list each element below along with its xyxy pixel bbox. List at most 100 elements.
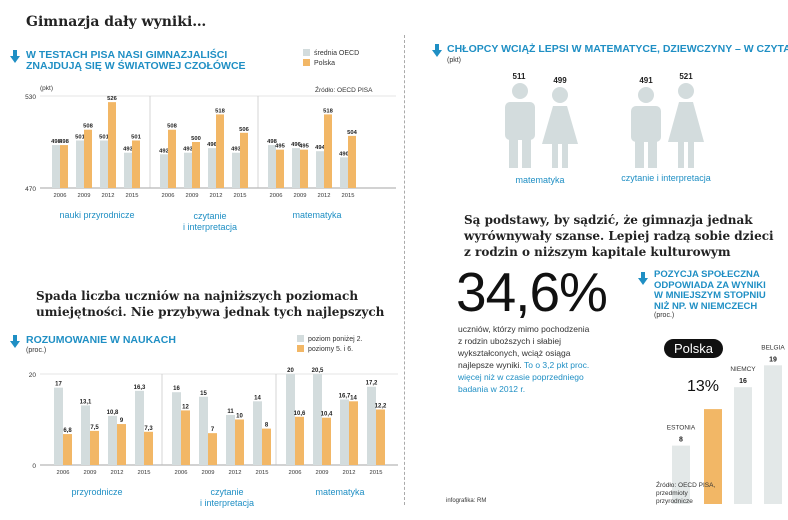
girl-figure-icon — [542, 87, 578, 168]
bar-below-level-2 — [108, 415, 117, 465]
data-label: 12 — [182, 404, 189, 410]
equal-text-line1: uczniów, którzy mimo pochodzenia — [458, 324, 590, 334]
x-tick-label: 2009 — [78, 193, 91, 199]
data-label: 10 — [236, 414, 243, 420]
data-label: 14 — [350, 395, 357, 401]
data-label: 494 — [315, 145, 325, 151]
pisa-chart: 5304704984982006501508200950152620124935… — [25, 94, 396, 199]
category-label: NIEMCY — [730, 366, 756, 373]
bar-level-5-6 — [322, 417, 331, 465]
bar-poland — [168, 129, 176, 188]
legend-swatch-oecd — [303, 49, 310, 56]
data-label: 492 — [159, 148, 169, 154]
read-boy-value: 491 — [639, 76, 653, 85]
equal-headline-line2: wyrównywały szanse. Lepiej radzą sobie d… — [464, 229, 774, 243]
bar-oecd — [100, 140, 108, 188]
bar-oecd — [160, 154, 168, 188]
science-group-label-reading-2: i interpretacja — [199, 498, 255, 508]
y-tick-label: 470 — [25, 186, 36, 193]
data-label: 7 — [211, 427, 215, 433]
legend-swatch-below — [297, 335, 304, 342]
social-source-line1: Źródło: OECD PISA, — [656, 482, 716, 489]
data-label: 495 — [299, 144, 309, 150]
bottom-headline-line1: Spada liczba uczniów na najniższych pozi… — [36, 289, 359, 303]
bar-oecd — [52, 145, 60, 188]
data-label: 496 — [291, 142, 301, 148]
equal-headline-line3: z rodzin o niższym kapitale kulturowym — [464, 245, 731, 259]
x-tick-label: 2012 — [111, 470, 124, 476]
data-label: 7,3 — [144, 426, 153, 432]
x-tick-label: 2012 — [318, 193, 331, 199]
data-label: 500 — [191, 136, 201, 142]
data-label: 495 — [275, 144, 285, 150]
equal-text-blue-a: To o 3,2 pkt proc. — [521, 360, 590, 370]
x-tick-label: 2015 — [234, 193, 247, 199]
data-label: 504 — [347, 130, 357, 136]
x-tick-label: 2006 — [162, 193, 175, 199]
equal-text-line4-dark: najlepsze wyniki. — [458, 360, 522, 370]
bar-oecd — [232, 152, 240, 188]
data-label: 501 — [99, 134, 109, 140]
bar-oecd — [76, 140, 84, 188]
equal-text-blue-b: więcej niż w czasie poprzedniego — [458, 372, 584, 382]
data-label: 19 — [769, 356, 777, 363]
data-label: 13,1 — [80, 399, 92, 405]
social-source-line2: przedmioty — [656, 490, 688, 497]
data-label: 13% — [687, 378, 719, 395]
bottom-headline: Spada liczba uczniów na najniższych pozi… — [36, 288, 384, 320]
bottom-headline-line2: umiejętności. Nie przybywa jednak tych n… — [36, 305, 385, 319]
bar-oecd — [340, 157, 348, 188]
bar-level-5-6 — [376, 409, 385, 465]
poland-badge: Polska — [664, 339, 724, 358]
pisa-source: Źródło: OECD PISA — [315, 87, 373, 94]
bar-oecd — [292, 148, 300, 188]
x-tick-label: 2006 — [57, 470, 70, 476]
data-label: 506 — [239, 127, 249, 133]
bar-level-5-6 — [144, 431, 153, 465]
bar-below-level-2 — [367, 386, 376, 465]
legend-poland: Polska — [303, 59, 359, 69]
pisa-title-line1: W TESTACH PISA NASI GIMNAZJALIŚCI — [26, 49, 228, 61]
bar-poland — [300, 149, 308, 188]
x-tick-label: 2012 — [343, 470, 356, 476]
data-label: 490 — [339, 151, 349, 157]
data-label: 526 — [107, 96, 117, 102]
x-tick-label: 2009 — [202, 470, 215, 476]
bar-poland — [324, 114, 332, 188]
equal-headline-line1: Są podstawy, by sądzić, że gimnazja jedn… — [464, 213, 753, 227]
gender-title: CHŁOPCY WCIĄŻ LEPSI W MATEMATYCE, DZIEWC… — [447, 43, 788, 55]
bar-oecd — [316, 151, 324, 188]
data-label: 16 — [173, 386, 180, 392]
x-tick-label: 2009 — [294, 193, 307, 199]
legend-below: poziom poniżej 2. — [297, 335, 362, 345]
legend-oecd: średnia OECD — [303, 49, 359, 59]
social-title-line2: ODPOWIADA ZA WYNIKI — [654, 279, 766, 291]
arrow-down-icon — [638, 272, 648, 285]
big-percentage: 34,6% — [456, 261, 608, 323]
data-label: 12,2 — [375, 403, 387, 409]
x-tick-label: 2006 — [54, 193, 67, 199]
x-tick-label: 2006 — [289, 470, 302, 476]
data-label: 518 — [215, 108, 225, 114]
bar-below-level-2 — [253, 401, 262, 465]
bar-below-level-2 — [54, 387, 63, 465]
bar-level-5-6 — [117, 424, 126, 465]
bar-level-5-6 — [63, 434, 72, 465]
social-title-line3: W MNIEJSZYM STOPNIU — [654, 290, 766, 301]
data-label: 16 — [739, 378, 747, 385]
bar-poland — [108, 102, 116, 188]
legend-top-label: poziomy 5. i 6. — [308, 346, 354, 353]
x-tick-label: 2009 — [316, 470, 329, 476]
arrow-down-icon — [432, 44, 442, 57]
x-tick-label: 2009 — [84, 470, 97, 476]
girl-figure-icon — [668, 83, 704, 168]
data-label: 17,2 — [366, 381, 378, 387]
data-label: 10,6 — [294, 411, 306, 417]
legend-below-label: poziom poniżej 2. — [308, 336, 363, 343]
data-label: 493 — [231, 147, 241, 153]
infographic-credit: infografika: RM — [446, 498, 487, 504]
bar-poland — [132, 140, 140, 188]
data-label: 9 — [120, 418, 124, 424]
bar-poland — [240, 132, 248, 188]
